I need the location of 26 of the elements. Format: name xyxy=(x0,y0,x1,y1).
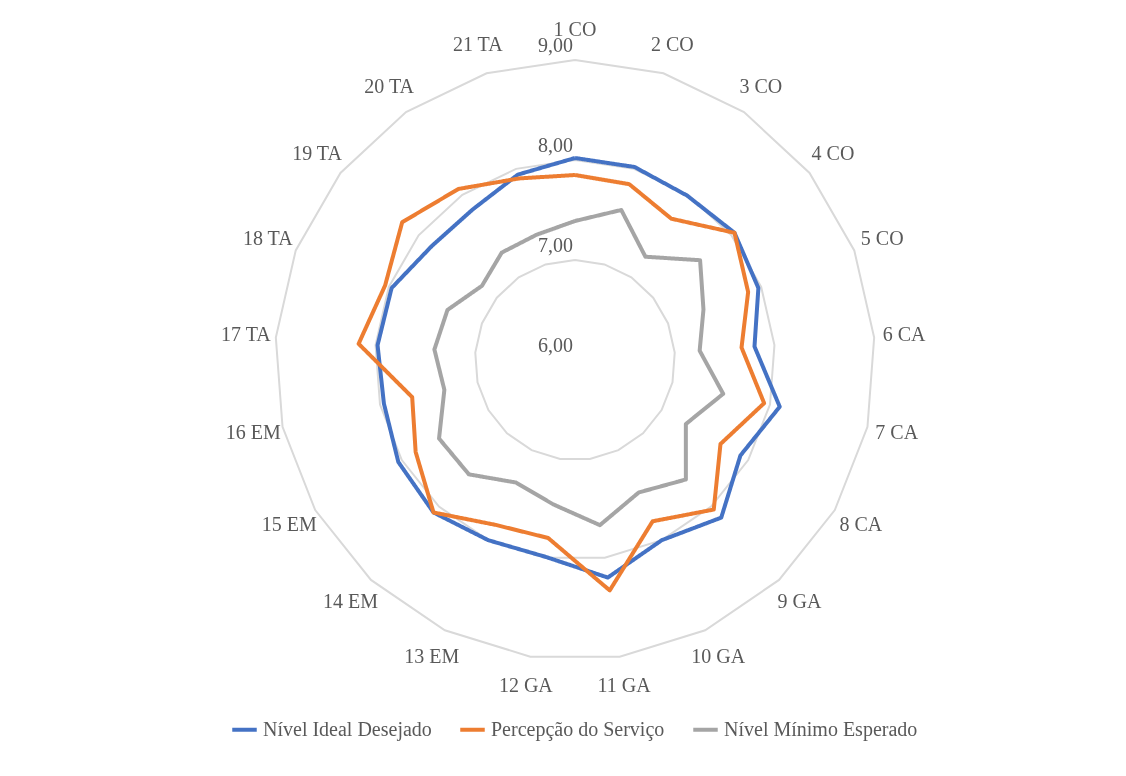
spoke-label: 19 TA xyxy=(292,142,343,165)
spoke-label: 8 CA xyxy=(839,513,883,535)
y-tick-label: 6,00 xyxy=(538,334,573,356)
spoke-label: 9 GA xyxy=(777,589,822,612)
spoke-label: 15 EM xyxy=(261,513,317,535)
legend-label: Nível Mínimo Esperado xyxy=(724,717,918,741)
spoke-label: 21 TA xyxy=(452,32,504,55)
spoke-label: 3 CO xyxy=(739,75,783,98)
spoke-label: 7 CA xyxy=(875,421,919,444)
spoke-label: 20 TA xyxy=(364,75,415,98)
legend-label: Percepção do Serviço xyxy=(491,717,665,741)
spoke-label: 11 GA xyxy=(597,674,652,697)
spoke-label: 13 EM xyxy=(404,645,460,668)
spoke-label: 17 TA xyxy=(221,323,272,346)
y-tick-label: 7,00 xyxy=(538,234,573,256)
legend-label: Nível Ideal Desejado xyxy=(263,717,432,741)
spoke-label: 6 CA xyxy=(882,323,927,346)
spoke-label: 14 EM xyxy=(323,589,379,612)
spoke-label: 2 CO xyxy=(650,32,694,55)
spoke-label: 5 CO xyxy=(860,227,904,250)
spoke-label: 16 EM xyxy=(225,421,281,444)
spoke-label: 12 GA xyxy=(498,674,554,697)
spoke-label: 4 CO xyxy=(811,142,855,165)
spoke-label: 18 TA xyxy=(242,227,294,250)
spoke-label: 10 GA xyxy=(691,645,746,668)
y-tick-label: 8,00 xyxy=(538,134,573,156)
